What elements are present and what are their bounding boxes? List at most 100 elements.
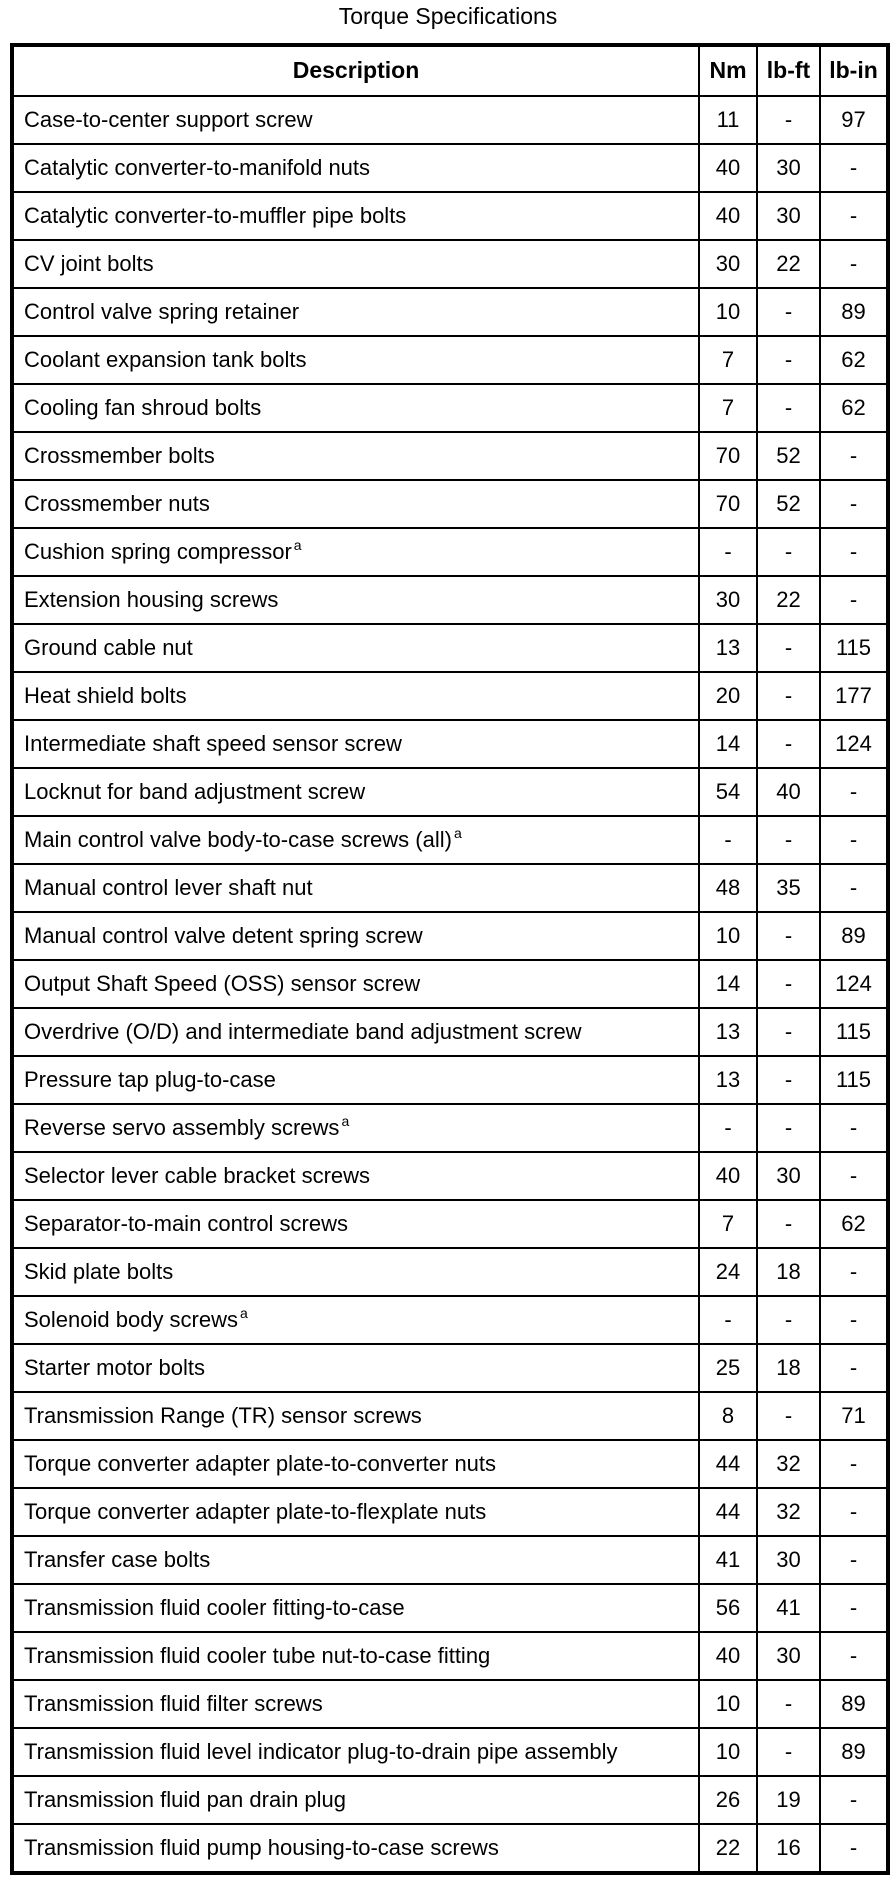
table-row: Overdrive (O/D) and intermediate band ad… xyxy=(11,1007,889,1057)
lbin-cell: - xyxy=(819,1631,889,1681)
nm-cell: 14 xyxy=(698,719,758,769)
description-cell: Catalytic converter-to-muffler pipe bolt… xyxy=(11,191,700,241)
lbft-cell: - xyxy=(756,815,821,865)
nm-cell: 30 xyxy=(698,575,758,625)
description-cell: Heat shield bolts xyxy=(11,671,700,721)
lbft-cell: 52 xyxy=(756,479,821,529)
description-text: Output Shaft Speed (OSS) sensor screw xyxy=(24,970,421,996)
description-text: Torque converter adapter plate-to-flexpl… xyxy=(24,1498,487,1524)
description-cell: Selector lever cable bracket screws xyxy=(11,1151,700,1201)
lbft-cell: - xyxy=(756,383,821,433)
table-row: Main control valve body-to-case screws (… xyxy=(11,815,889,865)
lbft-cell: - xyxy=(756,1727,821,1777)
table-row: Case-to-center support screw 11-97 xyxy=(11,95,889,145)
description-text: Reverse servo assembly screws xyxy=(24,1114,340,1140)
lbin-cell: - xyxy=(819,1583,889,1633)
nm-cell: 30 xyxy=(698,239,758,289)
header-nm: Nm xyxy=(698,44,758,97)
lbin-cell: 71 xyxy=(819,1391,889,1441)
table-row: Solenoid body screws a - - - xyxy=(11,1295,889,1345)
header-lbin: lb-in xyxy=(819,44,889,97)
table-row: Transmission Range (TR) sensor screws 8-7… xyxy=(11,1391,889,1441)
description-cell: Solenoid body screws a xyxy=(11,1295,700,1345)
nm-cell: 26 xyxy=(698,1775,758,1825)
lbft-cell: 30 xyxy=(756,1535,821,1585)
torque-spec-table: Description Nm lb-ft lb-in Case-to-cente… xyxy=(10,43,890,1875)
description-text: Starter motor bolts xyxy=(24,1354,205,1380)
nm-cell: 20 xyxy=(698,671,758,721)
description-cell: Starter motor bolts xyxy=(11,1343,700,1393)
lbft-cell: - xyxy=(756,1199,821,1249)
description-text: Torque converter adapter plate-to-conver… xyxy=(24,1450,497,1476)
description-text: Transmission fluid cooler fitting-to-cas… xyxy=(24,1594,405,1620)
table-row: Transmission fluid pan drain plug 26 19- xyxy=(11,1775,889,1825)
description-text: Solenoid body screws xyxy=(24,1306,239,1332)
table-row: Locknut for band adjustment screw 54 40- xyxy=(11,767,889,817)
description-text: Skid plate bolts xyxy=(24,1258,174,1284)
lbin-cell: - xyxy=(819,863,889,913)
description-text: Catalytic converter-to-muffler pipe bolt… xyxy=(24,202,407,228)
lbin-cell: - xyxy=(819,1535,889,1585)
description-cell: Torque converter adapter plate-to-flexpl… xyxy=(11,1487,700,1537)
description-cell: Transmission fluid pan drain plug xyxy=(11,1775,700,1825)
lbft-cell: - xyxy=(756,623,821,673)
table-row: Torque converter adapter plate-to-flexpl… xyxy=(11,1487,889,1537)
description-cell: Pressure tap plug-to-case xyxy=(11,1055,700,1105)
nm-cell: 7 xyxy=(698,335,758,385)
lbft-cell: - xyxy=(756,527,821,577)
header-row: Description Nm lb-ft lb-in xyxy=(11,44,889,97)
lbin-cell: - xyxy=(819,527,889,577)
description-cell: Transmission fluid cooler fitting-to-cas… xyxy=(11,1583,700,1633)
lbft-cell: - xyxy=(756,287,821,337)
nm-cell: 40 xyxy=(698,191,758,241)
description-cell: Crossmember nuts xyxy=(11,479,700,529)
lbin-cell: 177 xyxy=(819,671,889,721)
lbft-cell: 18 xyxy=(756,1343,821,1393)
description-cell: Intermediate shaft speed sensor screw xyxy=(11,719,700,769)
lbin-cell: - xyxy=(819,191,889,241)
nm-cell: - xyxy=(698,815,758,865)
lbft-cell: - xyxy=(756,1055,821,1105)
description-text: Overdrive (O/D) and intermediate band ad… xyxy=(24,1018,582,1044)
table-row: Crossmember nuts 70 52- xyxy=(11,479,889,529)
description-text: Pressure tap plug-to-case xyxy=(24,1066,276,1092)
table-row: Manual control lever shaft nut 48 35- xyxy=(11,863,889,913)
table-row: Torque converter adapter plate-to-conver… xyxy=(11,1439,889,1489)
table-row: CV joint bolts 30 22- xyxy=(11,239,889,289)
description-cell: CV joint bolts xyxy=(11,239,700,289)
lbft-cell: - xyxy=(756,1007,821,1057)
lbin-cell: 62 xyxy=(819,335,889,385)
description-cell: Cooling fan shroud bolts xyxy=(11,383,700,433)
table-row: Transmission fluid level indicator plug-… xyxy=(11,1727,889,1777)
nm-cell: 10 xyxy=(698,1679,758,1729)
footnote-marker: a xyxy=(341,1112,350,1129)
nm-cell: 13 xyxy=(698,1007,758,1057)
lbin-cell: - xyxy=(819,1103,889,1153)
table-row: Transmission fluid filter screws 10-89 xyxy=(11,1679,889,1729)
description-text: Intermediate shaft speed sensor screw xyxy=(24,730,402,756)
table-row: Ground cable nut 13-115 xyxy=(11,623,889,673)
lbft-cell: 30 xyxy=(756,1151,821,1201)
footnote-marker: a xyxy=(453,824,462,841)
description-text: Transmission Range (TR) sensor screws xyxy=(24,1402,422,1428)
description-text: Cooling fan shroud bolts xyxy=(24,394,262,420)
description-text: Coolant expansion tank bolts xyxy=(24,346,307,372)
nm-cell: 10 xyxy=(698,911,758,961)
lbin-cell: - xyxy=(819,1151,889,1201)
nm-cell: 44 xyxy=(698,1439,758,1489)
description-text: Transfer case bolts xyxy=(24,1546,211,1572)
description-cell: Separator-to-main control screws xyxy=(11,1199,700,1249)
table-row: Cooling fan shroud bolts 7-62 xyxy=(11,383,889,433)
footnote-marker: a xyxy=(293,536,302,553)
description-cell: Control valve spring retainer xyxy=(11,287,700,337)
lbin-cell: - xyxy=(819,431,889,481)
lbft-cell: 22 xyxy=(756,239,821,289)
lbft-cell: 32 xyxy=(756,1487,821,1537)
description-cell: Extension housing screws xyxy=(11,575,700,625)
nm-cell: - xyxy=(698,1103,758,1153)
lbin-cell: 62 xyxy=(819,383,889,433)
table-row: Selector lever cable bracket screws 40 30- xyxy=(11,1151,889,1201)
lbin-cell: - xyxy=(819,1343,889,1393)
nm-cell: 8 xyxy=(698,1391,758,1441)
lbft-cell: 30 xyxy=(756,143,821,193)
